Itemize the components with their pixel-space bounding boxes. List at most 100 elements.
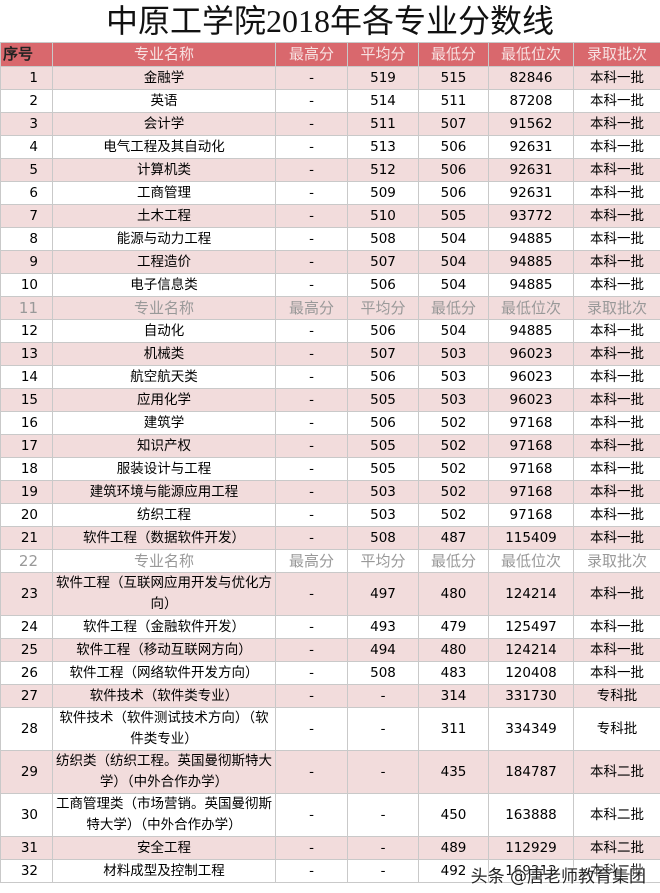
table-cell: 97168 [488,434,574,458]
table-cell: 508 [347,227,419,251]
table-row: 21 软件工程（数据软件开发） -508 487 115409 本科一批 [0,526,660,550]
table-cell: 509 [347,181,419,205]
table-cell: - [347,859,419,883]
table-cell: 软件技术（软件类专业） [52,684,276,708]
header-row: 序号 专业名称 最高分 平均分 最低分 最低位次 录取批次 [0,42,660,67]
table-cell: 503 [418,342,489,366]
table-cell: - [275,411,348,435]
table-cell: 515 [418,66,489,90]
table-cell: 材料成型及控制工程 [52,859,276,883]
table-cell: - [275,750,348,794]
table-row: 4 电气工程及其自动化 -513 506 92631 本科一批 [0,135,660,159]
table-cell: - [275,503,348,527]
table-cell: - [275,135,348,159]
table-cell: 13 [0,342,53,366]
table-cell: 最低位次 [488,296,574,320]
table-cell: 本科一批 [573,572,660,616]
table-cell: 29 [0,750,53,794]
table-row: 32 材料成型及控制工程 - -492 169212 本科二批 [0,859,660,883]
table-cell: 506 [347,319,419,343]
table-row: 15 应用化学 -505 503 96023 本科一批 [0,388,660,412]
table-cell: 26 [0,661,53,685]
table-cell: 工商管理类（市场营销。英国曼彻斯特大学）（中外合作办学） [52,793,276,837]
table-cell: 4 [0,135,53,159]
table-cell: 334349 [488,707,574,751]
table-cell: 安全工程 [52,836,276,860]
table-cell: 506 [418,135,489,159]
table-cell: 507 [418,112,489,136]
table-cell: 94885 [488,273,574,297]
table-cell: 3 [0,112,53,136]
table-row: 5 计算机类 -512 506 92631 本科一批 [0,158,660,182]
table-cell: 纺织工程 [52,503,276,527]
table-row: 30 工商管理类（市场营销。英国曼彻斯特大学）（中外合作办学） - -450 16388… [0,793,660,837]
table-cell: - [275,684,348,708]
table-cell: 9 [0,250,53,274]
table-row: 12 自动化 -506 504 94885 本科一批 [0,319,660,343]
table-cell: 505 [347,388,419,412]
table-cell: 本科二批 [573,859,660,883]
table-cell: 504 [418,250,489,274]
table-row: 18 服装设计与工程 -505 502 97168 本科一批 [0,457,660,481]
table-cell: 软件工程（数据软件开发） [52,526,276,550]
table-row: 9 工程造价 -507 504 94885 本科一批 [0,250,660,274]
header-cell: 最低分 [418,42,489,67]
table-cell: 软件工程（网络软件开发方向） [52,661,276,685]
table-cell: 本科二批 [573,750,660,794]
table-cell: 12 [0,319,53,343]
table-cell: 软件工程（移动互联网方向） [52,638,276,662]
table-cell: 96023 [488,365,574,389]
table-cell: 建筑学 [52,411,276,435]
table-row: 27 软件技术（软件类专业） - -314 331730 专科批 [0,684,660,708]
table-cell: 331730 [488,684,574,708]
table-cell: 本科一批 [573,434,660,458]
table-cell: 97168 [488,457,574,481]
table-row: 17 知识产权 -505 502 97168 本科一批 [0,434,660,458]
table-cell: 7 [0,204,53,228]
table-cell: 502 [418,411,489,435]
table-row: 16 建筑学 -506 502 97168 本科一批 [0,411,660,435]
table-cell: 487 [418,526,489,550]
table-cell: 506 [418,158,489,182]
table-cell: 479 [418,615,489,639]
table-cell: 94885 [488,319,574,343]
table-cell: 本科一批 [573,181,660,205]
table-cell: 机械类 [52,342,276,366]
table-cell: - [275,66,348,90]
table-row: 24 软件工程（金融软件开发） -493 479 125497 本科一批 [0,615,660,639]
table-row: 25 软件工程（移动互联网方向） -494 480 124214 本科一批 [0,638,660,662]
table-cell: 504 [418,227,489,251]
table-cell: 28 [0,707,53,751]
table-cell: 25 [0,638,53,662]
table-cell: 本科一批 [573,227,660,251]
table-cell: 506 [418,181,489,205]
table-cell: 本科一批 [573,89,660,113]
table-cell: 503 [347,503,419,527]
table-cell: 10 [0,273,53,297]
table-cell: 软件技术（软件测试技术方向）（软件类专业） [52,707,276,751]
table-cell: - [275,859,348,883]
table-cell: 15 [0,388,53,412]
table-cell: 512 [347,158,419,182]
table-cell: 124214 [488,572,574,616]
table-cell: - [275,638,348,662]
table-cell: 22 [0,549,53,573]
table-cell: 专科批 [573,684,660,708]
table-cell: 24 [0,615,53,639]
table-cell: 27 [0,684,53,708]
table-cell: 32 [0,859,53,883]
table-cell: 平均分 [347,296,419,320]
table-cell: 504 [418,319,489,343]
table-cell: 纺织类（纺织工程。英国曼彻斯特大学）（中外合作办学） [52,750,276,794]
table-cell: 506 [347,365,419,389]
table-cell: 土木工程 [52,204,276,228]
table-cell: 软件工程（金融软件开发） [52,615,276,639]
table-cell: - [275,250,348,274]
table-cell: 本科一批 [573,480,660,504]
table-cell: 20 [0,503,53,527]
table-row: 31 安全工程 - -489 112929 本科二批 [0,836,660,860]
table-cell: 专业名称 [52,296,276,320]
table-cell: 1 [0,66,53,90]
table-cell: 92631 [488,181,574,205]
